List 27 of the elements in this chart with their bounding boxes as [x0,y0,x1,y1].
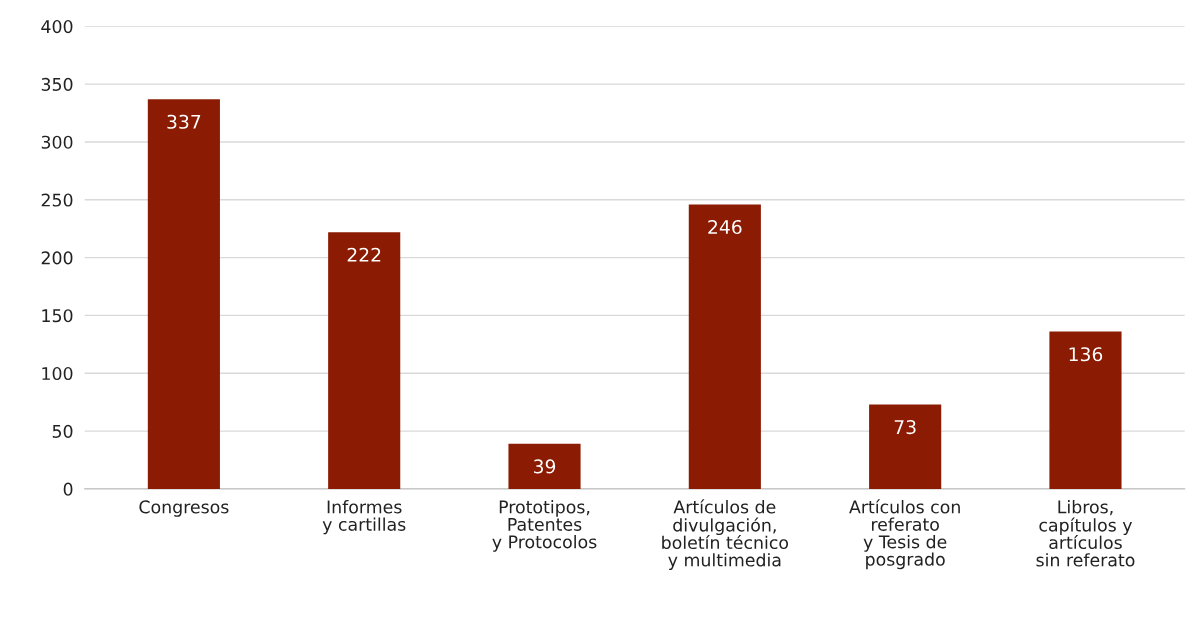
y-tick-label: 100 [42,366,73,381]
x-tick-label: Libros, capítulos y artículos sin referato [1036,500,1135,567]
y-tick-label: 250 [41,193,73,207]
bar [147,99,220,489]
data-label: 73 [894,420,916,435]
x-tick-label: Informes y cartillas [322,500,406,535]
bar [688,204,761,489]
y-tick-label: 400 [41,20,73,34]
data-label: 39 [534,459,556,474]
data-label: 222 [347,247,381,262]
data-label: 246 [708,219,742,235]
y-tick-label: 300 [41,135,73,149]
bar [508,443,581,489]
y-tick-label: 0 [63,482,73,496]
x-tick-label: Artículos de divulgación, boletín técnico y multimedia [662,499,789,570]
bar [328,232,401,489]
data-label: 337 [167,114,201,129]
x-tick-label: Artículos con referato y Tesis de posgrado [849,499,960,570]
bar [869,404,942,489]
y-tick-label: 50 [52,424,73,438]
y-tick-label: 350 [41,77,73,91]
y-tick-label: 200 [41,251,73,265]
data-label: 136 [1069,347,1103,362]
bar [1049,331,1122,489]
y-tick-label: 150 [42,309,73,323]
x-tick-label: Prototipos, Patentes y Protocolos [492,500,597,552]
x-tick-label: Congresos [139,500,229,517]
